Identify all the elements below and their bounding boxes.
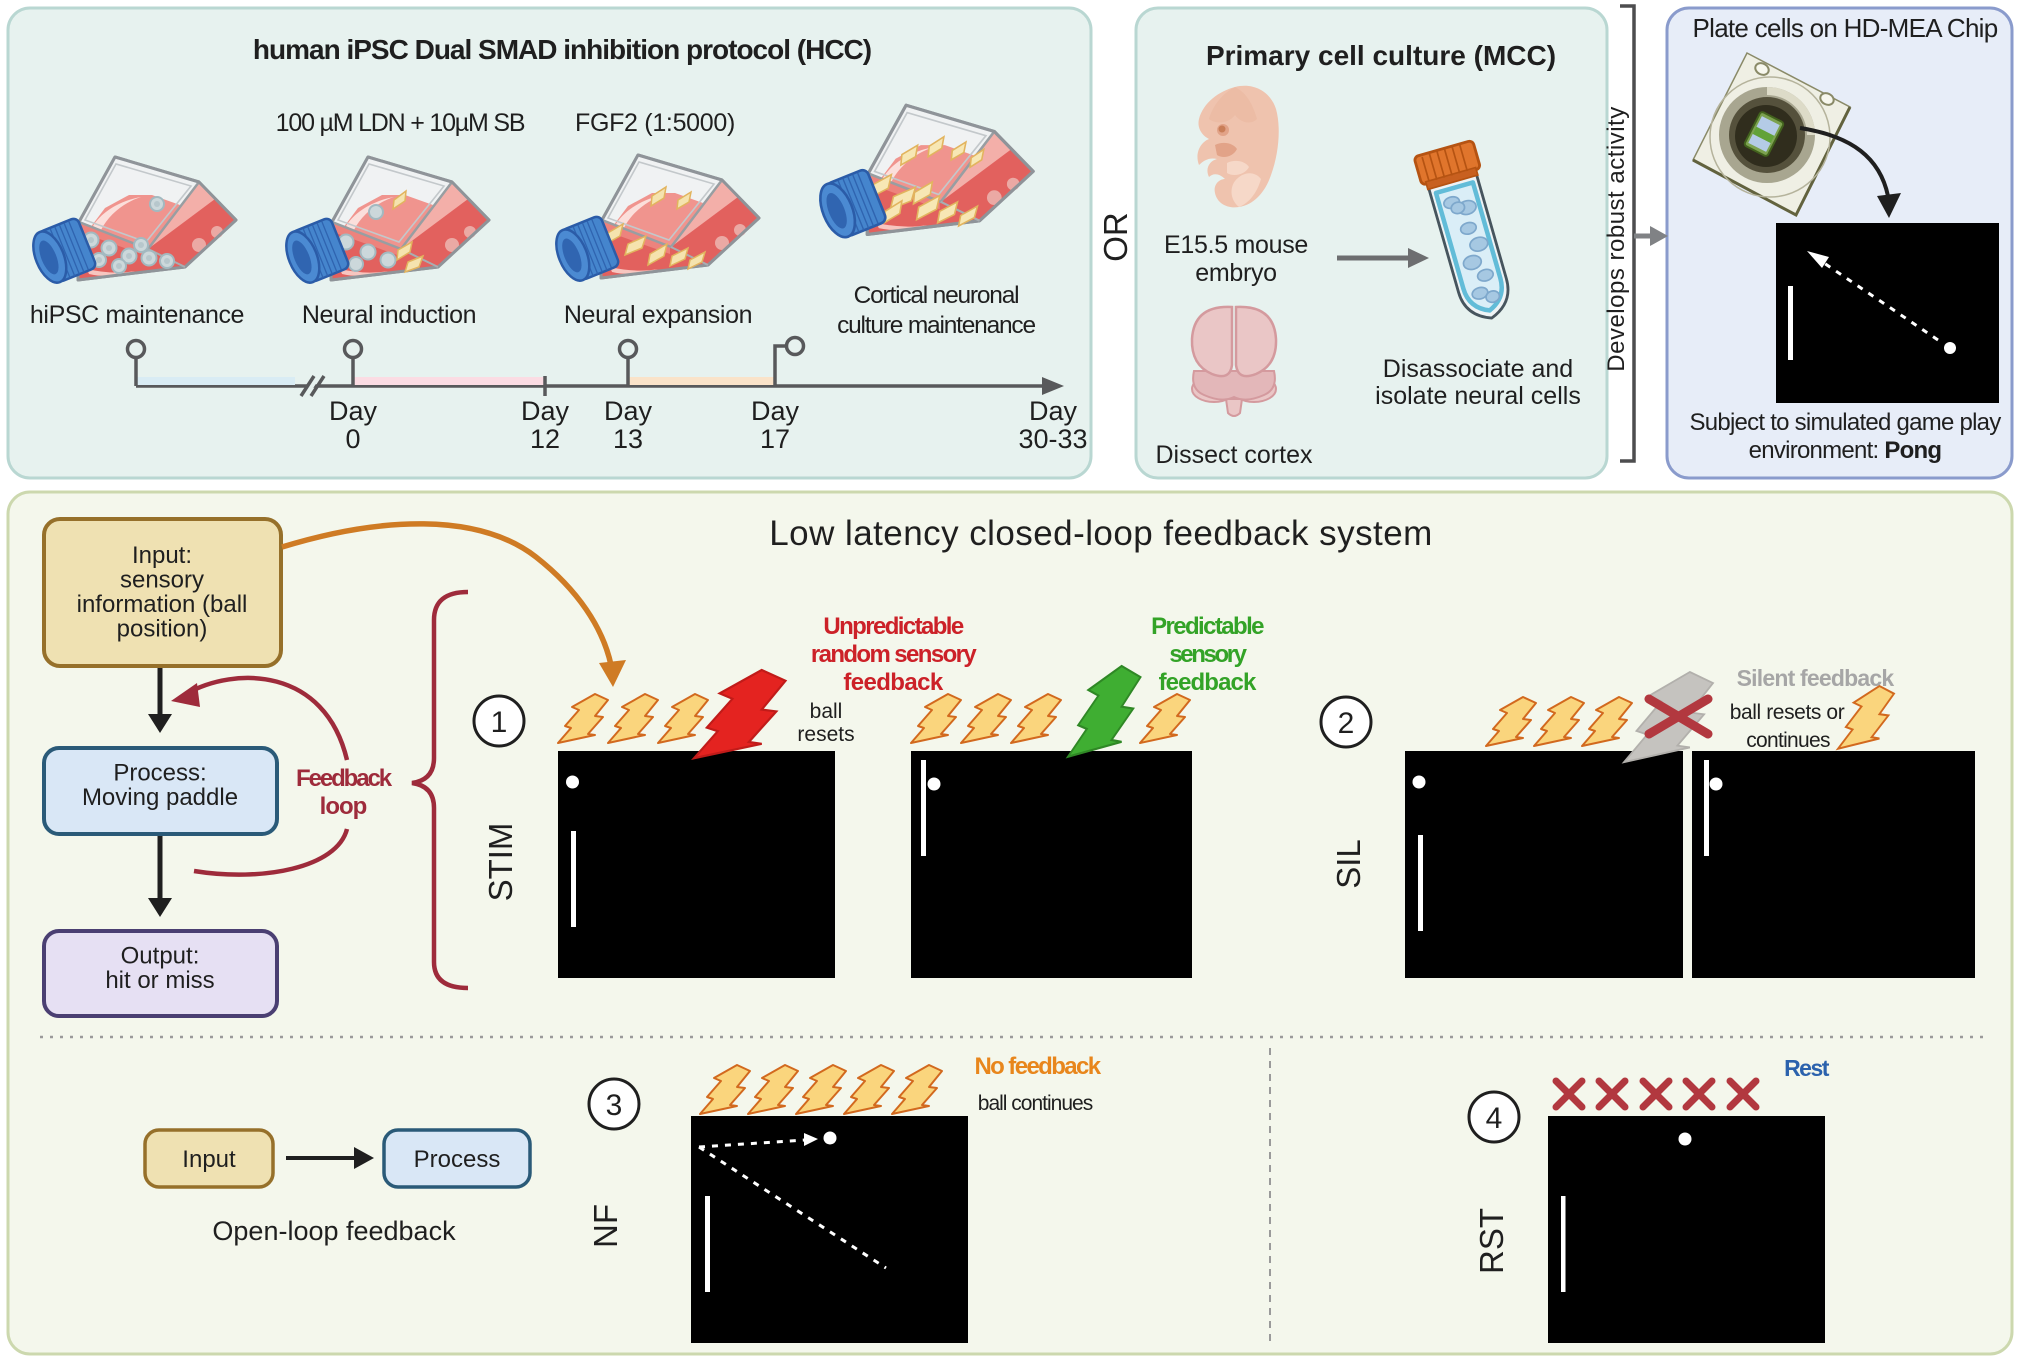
svg-text:RST: RST: [1473, 1208, 1510, 1274]
svg-text:Low latency closed-loop feedba: Low latency closed-loop feedback system: [769, 514, 1432, 553]
svg-text:Day: Day: [329, 396, 378, 426]
svg-text:E15.5 mouse: E15.5 mouse: [1164, 231, 1308, 259]
svg-text:SIL: SIL: [1330, 839, 1367, 889]
svg-text:hiPSC maintenance: hiPSC maintenance: [30, 301, 244, 329]
svg-text:information (ball: information (ball: [77, 591, 248, 618]
svg-text:Rest: Rest: [1784, 1055, 1830, 1081]
svg-text:random sensory: random sensory: [811, 641, 978, 668]
svg-text:hit or miss: hit or miss: [105, 967, 214, 994]
svg-text:resets: resets: [797, 723, 854, 746]
svg-text:Input:: Input:: [132, 542, 192, 569]
svg-text:2: 2: [1338, 707, 1355, 740]
svg-text:sensory: sensory: [1169, 641, 1247, 668]
svg-text:Output:: Output:: [121, 943, 200, 970]
svg-text:Unpredictable: Unpredictable: [823, 613, 963, 640]
svg-text:1: 1: [491, 706, 508, 739]
svg-text:human iPSC Dual SMAD inhibitio: human iPSC Dual SMAD inhibition protocol…: [253, 34, 871, 65]
svg-text:Day: Day: [1029, 396, 1078, 426]
svg-text:Feedback: Feedback: [296, 765, 393, 792]
svg-text:ball continues: ball continues: [978, 1092, 1093, 1115]
svg-text:FGF2 (1:5000): FGF2 (1:5000): [575, 109, 735, 137]
svg-text:Disassociate and: Disassociate and: [1383, 355, 1573, 383]
svg-text:Silent feedback: Silent feedback: [1737, 665, 1895, 691]
svg-text:isolate neural cells: isolate neural cells: [1375, 382, 1581, 410]
svg-text:Subject to simulated game play: Subject to simulated game play: [1689, 409, 2001, 436]
svg-text:STIM: STIM: [482, 823, 519, 902]
svg-text:Day: Day: [751, 396, 800, 426]
svg-text:Neural expansion: Neural expansion: [564, 301, 752, 329]
svg-text:13: 13: [613, 424, 643, 454]
svg-text:No feedback: No feedback: [974, 1053, 1101, 1080]
svg-text:Dissect cortex: Dissect cortex: [1156, 441, 1313, 469]
svg-text:culture maintenance: culture maintenance: [837, 312, 1035, 339]
svg-text:Develops robust activity: Develops robust activity: [1603, 106, 1630, 371]
svg-text:Primary cell culture (MCC): Primary cell culture (MCC): [1206, 40, 1556, 71]
svg-text:100 µM LDN + 10µM SB: 100 µM LDN + 10µM SB: [276, 109, 525, 137]
svg-text:Day: Day: [604, 396, 653, 426]
svg-text:feedback: feedback: [1159, 669, 1257, 696]
svg-text:loop: loop: [320, 793, 367, 820]
svg-text:Process: Process: [414, 1146, 501, 1173]
svg-text:sensory: sensory: [120, 567, 204, 594]
svg-text:ball resets or: ball resets or: [1730, 701, 1845, 724]
svg-text:feedback: feedback: [843, 669, 944, 696]
svg-text:ball: ball: [810, 700, 843, 723]
svg-text:Moving paddle: Moving paddle: [82, 784, 238, 811]
svg-text:Neural induction: Neural induction: [302, 301, 476, 329]
svg-text:OR: OR: [1097, 212, 1134, 262]
svg-text:Open-loop feedback: Open-loop feedback: [212, 1216, 456, 1246]
svg-text:embryo: embryo: [1195, 259, 1277, 287]
svg-text:17: 17: [760, 424, 790, 454]
svg-text:NF: NF: [587, 1204, 624, 1248]
svg-text:3: 3: [606, 1089, 623, 1122]
svg-text:environment: Pong: environment: Pong: [1749, 437, 1942, 464]
svg-text:4: 4: [1486, 1102, 1503, 1135]
svg-text:12: 12: [530, 424, 560, 454]
svg-text:Cortical neuronal: Cortical neuronal: [854, 282, 1019, 309]
svg-text:0: 0: [345, 424, 360, 454]
svg-text:Process:: Process:: [113, 760, 206, 787]
svg-text:Day: Day: [521, 396, 570, 426]
svg-text:Plate cells on HD-MEA Chip: Plate cells on HD-MEA Chip: [1693, 13, 1998, 43]
svg-text:30-33: 30-33: [1018, 424, 1087, 454]
svg-text:continues: continues: [1746, 729, 1830, 752]
svg-text:Predictable: Predictable: [1151, 613, 1264, 640]
svg-text:Input: Input: [182, 1146, 236, 1173]
svg-text:position): position): [117, 616, 208, 643]
